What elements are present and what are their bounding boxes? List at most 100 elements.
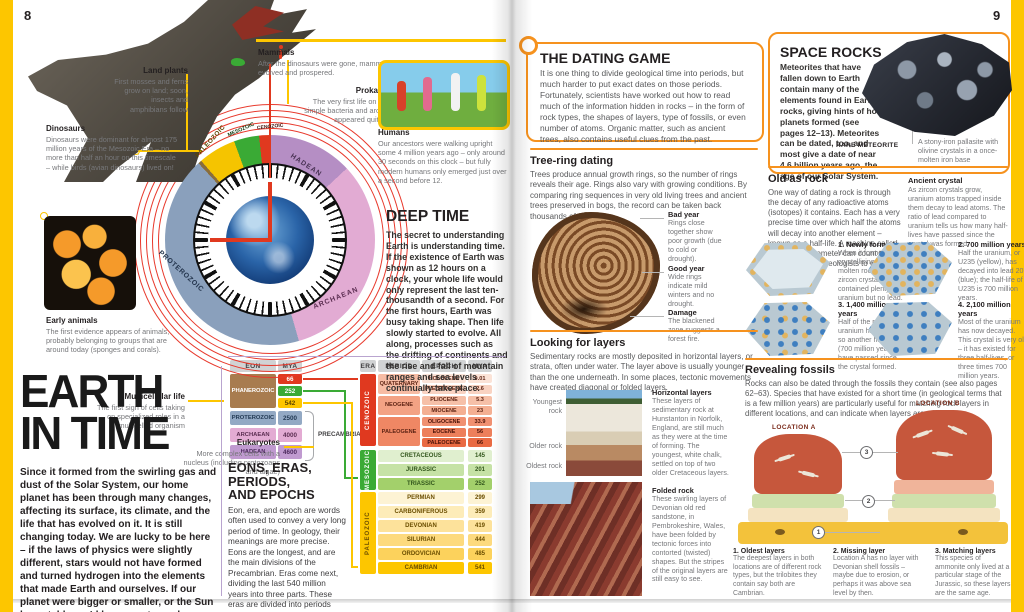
epoch-cell: EOCENE	[422, 427, 466, 437]
caption-title: 2. 700 million years	[958, 240, 1024, 249]
kid-figure	[397, 81, 406, 111]
period-cell: QUATERNARY	[378, 374, 420, 394]
caption-text: These layers of sedimentary rock at Huns…	[652, 397, 729, 477]
old-as-rock-title: Old as rock	[768, 173, 828, 185]
eon-cell-phanerozoic: PHANEROZOIC	[230, 374, 276, 408]
fossil-caption-3: 3. Matching layers This species of ammon…	[935, 548, 1013, 598]
era-cell-paleozoic: PALEOZOIC	[360, 492, 376, 574]
cliff-photo	[566, 390, 642, 476]
mya-cell: 485	[468, 548, 492, 560]
title-line2: IN TIME	[20, 407, 170, 460]
caption-line	[640, 218, 664, 219]
section-rule	[745, 358, 1008, 360]
epoch-cell: PALEOCENE	[422, 438, 466, 447]
callout-text: Rings close together show poor growth (d…	[668, 219, 722, 263]
callout-title: Mammals	[258, 48, 295, 57]
zircon-crystal-2	[868, 242, 952, 296]
space-rocks-text: Meteorites that have fallen down to Eart…	[780, 62, 883, 182]
mya-cell: 0.01	[468, 374, 492, 383]
bone-icon	[950, 425, 965, 434]
eons-title: EONS, ERAS, PERIODS, AND EPOCHS	[228, 461, 360, 502]
caption-title: 1. Oldest layers	[733, 548, 785, 555]
marker-2: 2	[862, 495, 875, 508]
tree-damage-zone	[560, 296, 608, 322]
period-cell: NEOGENE	[378, 395, 420, 415]
callout-bad-year: Bad year Rings close together show poor …	[668, 210, 726, 264]
callout-text: First mosses and ferns grow on land; soo…	[114, 76, 188, 114]
callout-text: More complex cells with a nucleus (inclu…	[183, 448, 280, 477]
space-rocks-title: SPACE ROCKS	[780, 44, 882, 60]
mya-cell: 252	[468, 478, 492, 490]
period-cell: PERMIAN	[378, 492, 464, 504]
caption-title: 2. Missing layer	[833, 548, 886, 555]
callout-title: Humans	[378, 128, 410, 137]
mya-cell: 201	[468, 464, 492, 476]
marker-3: 3	[860, 446, 873, 459]
revealing-text: Rocks can also be dated through the foss…	[745, 379, 1002, 419]
callout-text: The very first life on Earth – simple ba…	[304, 96, 402, 125]
eons-section: EONS, ERAS, PERIODS, AND EPOCHS Eon, era…	[228, 461, 360, 612]
connector-yellow	[303, 402, 352, 404]
eon-cell-archaean: ARCHAEAN	[230, 428, 276, 442]
mya-cell: 541	[468, 562, 492, 574]
tree-ring-title: Tree-ring dating	[530, 155, 614, 167]
ancient-crystal-text: As zircon crystals grow, uranium atoms t…	[908, 186, 1008, 248]
folded-rock-caption: Folded rock These swirling layers of Dev…	[652, 486, 752, 584]
mya-cell: 419	[468, 520, 492, 532]
mya-cell: 359	[468, 506, 492, 518]
mya-cell: 23	[468, 406, 492, 415]
crystal-caption-4: 4. 2,100 million years Most of the urani…	[958, 300, 1024, 381]
intro-paragraph: Since it formed from the swirling gas an…	[20, 467, 217, 612]
epoch-cell: PLEISTOCENE	[422, 384, 466, 394]
section-rule	[530, 330, 758, 332]
callout-text: The blackened zone suggests a forest fir…	[668, 317, 720, 343]
callout-text: Our ancestors were walking upright some …	[378, 138, 507, 185]
connector-yellow	[351, 402, 353, 568]
page-title: EARTH IN TIME	[20, 368, 170, 460]
caption-text: Location A has no layer with Devonian sh…	[833, 555, 919, 597]
caption-line	[912, 130, 913, 144]
caption-line	[630, 316, 664, 317]
kid-figure	[477, 75, 486, 111]
location-b-layer-cream	[888, 508, 1000, 522]
connector-yellow	[351, 566, 358, 568]
caption-title: Folded rock	[652, 486, 694, 495]
precambrian-label: PRECAMBRIAN	[318, 431, 366, 438]
bone-icon	[935, 451, 950, 457]
caption-text: This species of ammonite only lived at a…	[935, 555, 1011, 597]
dinosaur-icon	[231, 58, 245, 66]
callout-early-animals: Early animals The first evidence appears…	[46, 316, 178, 355]
location-b-label: LOCATION B	[916, 400, 960, 407]
clock-hand-horizontal	[210, 238, 272, 242]
mya-cell: 2.6	[468, 384, 492, 394]
caption-title: 1. Newly formed	[838, 240, 895, 249]
caption-text: Most of the uranium has now decayed. Thi…	[958, 318, 1024, 380]
era-cell-mesozoic: MESOZOIC	[360, 450, 376, 490]
callout-title: Bad year	[668, 210, 700, 219]
clock-hand-vertical	[268, 182, 272, 242]
caption-title: 3. 1,400 million years	[838, 300, 891, 318]
location-b-cap	[896, 410, 992, 480]
bone-icon	[801, 470, 816, 478]
trilobite-icon	[958, 529, 968, 535]
era-cell-cenozoic: CENOZOIC	[360, 374, 376, 446]
caption-line	[642, 272, 664, 273]
period-cell: JURASSIC	[378, 464, 464, 476]
cover-strip-left	[0, 0, 13, 612]
marker-line	[820, 532, 880, 533]
connector-green	[303, 390, 345, 392]
callout-title: Land plants	[143, 66, 188, 75]
layer-label-oldest: Oldest rock	[526, 462, 562, 470]
deep-time-title: DEEP TIME	[386, 208, 470, 225]
caption-title: 3. Matching layers	[935, 548, 996, 555]
layer-label-youngest: Youngest rock	[532, 398, 562, 415]
period-cell: PALEOGENE	[378, 417, 420, 446]
location-a-cap	[754, 434, 842, 494]
folded-rock-sky	[530, 482, 642, 504]
fossil-caption-1: 1. Oldest layers The deepest layers in b…	[733, 548, 823, 598]
book-spine-shadow	[492, 0, 532, 612]
divider-vertical	[221, 366, 222, 596]
top-rule	[256, 39, 506, 42]
callout-title: Dinosaurs	[46, 124, 86, 133]
